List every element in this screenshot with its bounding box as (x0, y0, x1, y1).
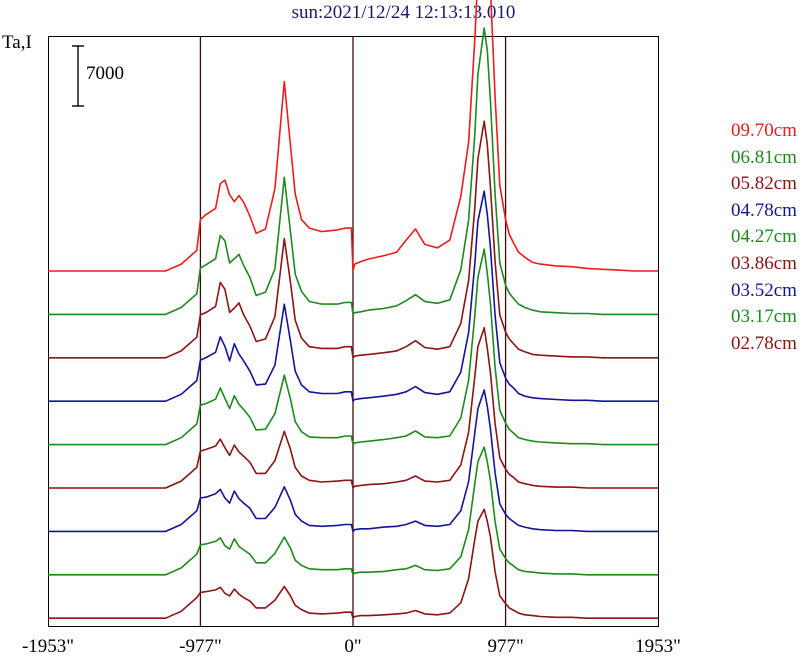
legend-entry: 03.52cm (731, 279, 797, 301)
legend-entry: 09.70cm (731, 120, 797, 141)
x-tick-label: -1953" (21, 636, 75, 657)
plot-frame (48, 36, 659, 627)
series-line-05.82cm (48, 120, 658, 359)
legend-entry: 02.78cm (731, 332, 797, 354)
series-line-03.17cm (48, 446, 658, 576)
x-tick-label: 0" (344, 636, 362, 657)
chart-title: sun:2021/12/24 12:13:13.010 (291, 2, 516, 23)
legend-entry: 06.81cm (731, 146, 797, 168)
series-line-03.86cm (48, 326, 658, 489)
x-tick-label: 1953" (635, 636, 681, 657)
series-line-04.78cm (48, 190, 658, 403)
y-axis-label: Ta,I (2, 32, 32, 53)
series-line-06.81cm (48, 27, 658, 316)
series-line-09.70cm (48, 0, 658, 272)
legend-entry: 03.17cm (731, 306, 797, 328)
x-tick-label: -977" (179, 636, 222, 657)
legend-entry: 04.78cm (731, 199, 797, 221)
scale-bar-label: 7000 (86, 63, 124, 84)
scale-bar (72, 45, 84, 107)
series-line-02.78cm (48, 508, 658, 620)
legend-entry: 04.27cm (731, 226, 797, 248)
x-tick-label: 977" (487, 636, 524, 657)
series-line-03.52cm (48, 389, 658, 533)
series-line-04.27cm (48, 248, 658, 446)
legend-entry: 05.82cm (731, 173, 797, 195)
legend: 09.70cm 06.81cm 05.82cm 04.78cm 04.27cm 03.86… (731, 118, 797, 357)
legend-entry: 03.86cm (731, 252, 797, 274)
